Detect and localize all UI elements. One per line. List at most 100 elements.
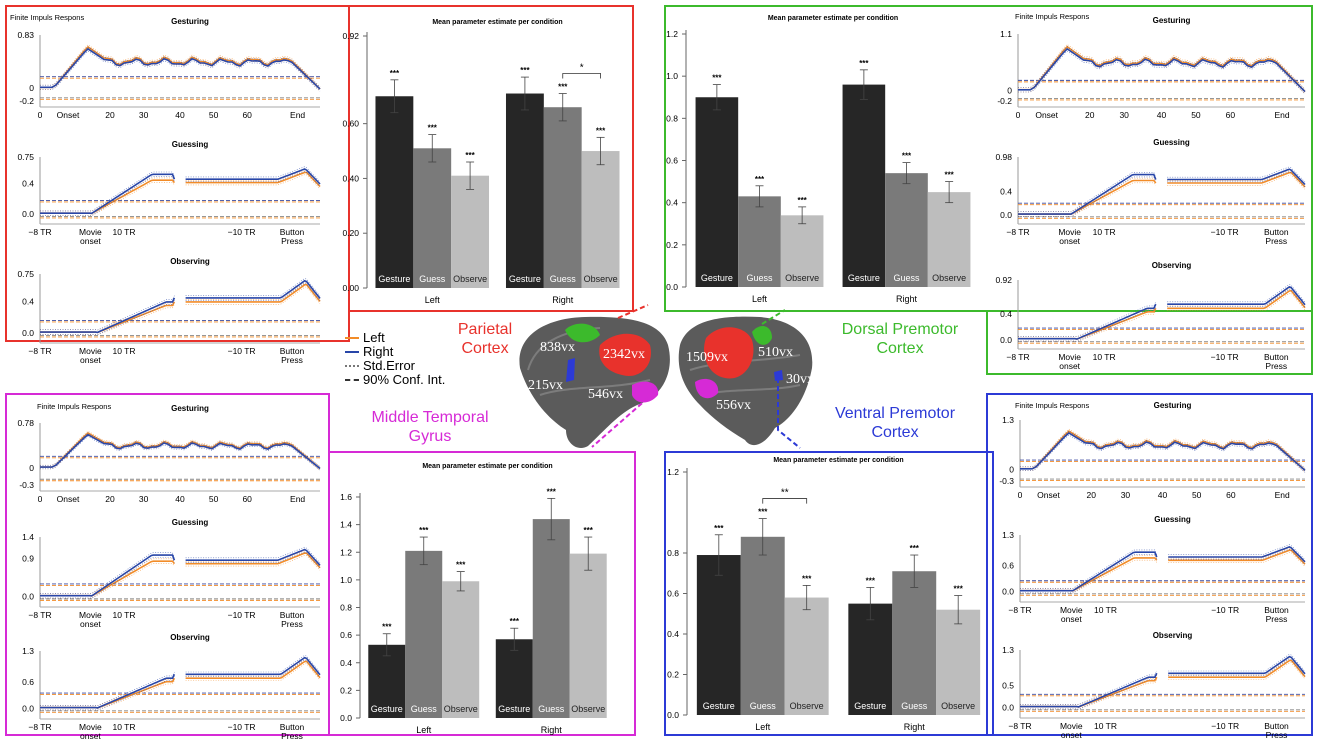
- right-stderr: [1167, 171, 1306, 188]
- legend-right: Right: [345, 345, 445, 359]
- right-stderr: [40, 295, 175, 331]
- left-stderr: [40, 558, 175, 594]
- bar-category-label: Observe: [790, 701, 824, 711]
- bar-category-label: Guess: [550, 274, 577, 284]
- x-tick-label: −8 TR: [1008, 721, 1031, 731]
- x-tick-label: onset: [1059, 361, 1080, 371]
- line-chart-title: Observing: [170, 633, 210, 642]
- left-series-line: [1168, 659, 1306, 678]
- x-tick-label: End: [290, 494, 305, 504]
- x-tick-label: Press: [281, 619, 303, 629]
- left-stderr: [1018, 44, 1306, 90]
- right-series-line: [1018, 173, 1157, 215]
- bar: [495, 639, 533, 718]
- y-tick-label: 0.4: [22, 297, 34, 307]
- significance-stars: ***: [797, 196, 807, 205]
- x-tick-label: Button: [1264, 227, 1289, 237]
- bar: [842, 84, 886, 287]
- right-series-line: [1168, 546, 1306, 563]
- y-tick-label: 0.0: [1002, 703, 1014, 713]
- x-tick-label: Movie: [1058, 352, 1081, 362]
- left-stderr: [185, 281, 321, 300]
- right-stderr: [185, 659, 321, 678]
- y-tick-label: 0.2: [666, 240, 678, 250]
- y-tick-label: 0.2: [667, 670, 679, 680]
- right-stderr: [185, 282, 321, 301]
- y-tick-label: 0: [1007, 86, 1012, 96]
- x-tick-label: 40: [1158, 490, 1168, 500]
- x-tick-label: Press: [1265, 236, 1287, 246]
- x-tick-label: 30: [1121, 490, 1131, 500]
- significance-stars: ***: [596, 126, 606, 135]
- right-stderr: [1020, 434, 1306, 473]
- x-tick-label: 30: [139, 494, 149, 504]
- right-stderr: [185, 654, 321, 673]
- y-tick-label: 0.6: [666, 156, 678, 166]
- x-tick-label: 10 TR: [113, 227, 136, 237]
- y-tick-label: 0.20: [342, 228, 359, 238]
- right-series-line: [1020, 432, 1306, 472]
- x-tick-label: onset: [80, 355, 101, 365]
- bar-category-label: Guess: [746, 273, 773, 283]
- right-stderr: [1168, 658, 1306, 677]
- y-tick-label: 0.8: [666, 113, 678, 123]
- bar: [695, 97, 739, 287]
- right-stderr: [1168, 548, 1306, 565]
- y-tick-label: 0.92: [342, 31, 359, 41]
- right-stderr: [40, 171, 175, 212]
- region-label-temporal-line1: Middle Temporal: [371, 409, 489, 426]
- left-series-line: [1167, 289, 1306, 310]
- bar-category-label: Gesture: [848, 273, 880, 283]
- bar-category-label: Guess: [419, 274, 446, 284]
- x-tick-label: Press: [281, 731, 303, 741]
- bar-category-label: Gesture: [378, 274, 410, 284]
- x-tick-label: Onset: [1037, 490, 1060, 500]
- vx-label-ventral-right: 30vx: [786, 372, 814, 387]
- x-tick-label: 60: [242, 494, 252, 504]
- x-tick-label: Button: [1264, 721, 1289, 731]
- region-label-temporal-line2: Gyrus: [408, 428, 452, 445]
- y-tick-label: 1.0: [666, 71, 678, 81]
- x-tick-label: 20: [105, 110, 115, 120]
- vx-label-dorsal-right: 510vx: [758, 345, 793, 360]
- x-tick-label: Movie: [1060, 605, 1083, 615]
- bar: [927, 192, 971, 287]
- group-label: Right: [896, 294, 918, 304]
- left-stderr: [40, 680, 175, 711]
- region-label-ventral-line2: Cortex: [871, 424, 919, 441]
- x-tick-label: −10 TR: [1211, 721, 1239, 731]
- bar-category-label: Gesture: [498, 704, 530, 714]
- right-series-line: [1167, 168, 1306, 186]
- y-tick-label: 0.4: [666, 198, 678, 208]
- line-chart-title: Guessing: [1153, 138, 1190, 147]
- y-tick-label: 0.0: [666, 282, 678, 292]
- legend-left: Left: [345, 331, 445, 345]
- right-series-line: [40, 297, 176, 334]
- x-tick-label: Button: [1264, 605, 1289, 615]
- x-tick-label: Movie: [79, 722, 102, 732]
- significance-stars: ***: [910, 544, 920, 553]
- x-tick-label: onset: [1061, 614, 1082, 624]
- right-stderr: [40, 671, 175, 706]
- left-stderr: [40, 177, 175, 212]
- line-chart-title: Observing: [1152, 261, 1192, 270]
- left-stderr: [1020, 674, 1158, 706]
- left-stderr: [1018, 310, 1157, 342]
- bar: [740, 536, 785, 715]
- y-tick-label: 0.6: [1002, 561, 1014, 571]
- right-series-line: [1168, 655, 1306, 675]
- bar-category-label: Gesture: [701, 273, 733, 283]
- region-label-parietal-line2: Cortex: [461, 340, 509, 357]
- y-tick-label: 0.4: [340, 658, 352, 668]
- bar: [936, 609, 981, 715]
- right-series-line: [185, 656, 321, 676]
- bar: [569, 553, 607, 718]
- right-stderr: [1018, 172, 1157, 213]
- right-series-line: [1020, 551, 1158, 592]
- left-stderr: [1167, 174, 1306, 190]
- x-tick-label: −10 TR: [1211, 605, 1239, 615]
- dorsal-frame-right: [986, 310, 1313, 375]
- x-tick-label: −8 TR: [28, 346, 51, 356]
- y-tick-label: 0: [29, 463, 34, 473]
- significance-stars: ***: [944, 171, 954, 180]
